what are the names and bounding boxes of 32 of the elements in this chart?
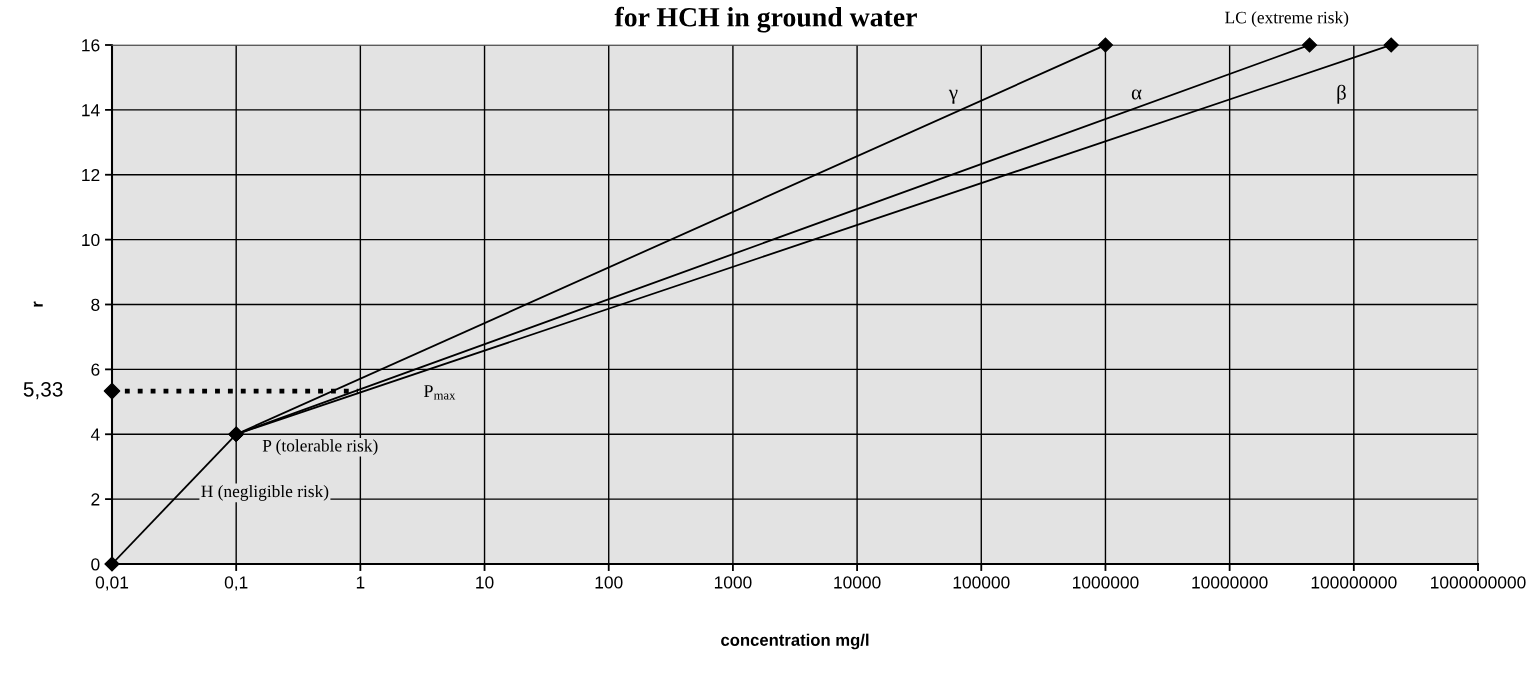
chart-title: for HCH in ground water <box>614 6 917 33</box>
x-tick-label: 100 <box>595 576 623 589</box>
x-tick-label: 10 <box>476 576 494 589</box>
x-tick-label: 1000000000 <box>1431 576 1526 589</box>
annotation: α <box>1131 89 1142 100</box>
annotation: β <box>1337 84 1346 104</box>
text: LC (extreme risk) <box>1225 11 1349 27</box>
x-tick-label: 1000000 <box>1072 576 1139 589</box>
x-tick-label: 10000 <box>834 576 881 589</box>
x-tick-label: 100000 <box>953 576 1010 589</box>
y-tick-label: 14 <box>82 104 100 117</box>
x-tick-label: 100000000 <box>1311 576 1397 589</box>
y-tick-label: 4 <box>90 428 100 441</box>
annotation: γ <box>948 89 958 104</box>
annotation: P$_{max}$ <box>423 385 456 400</box>
x-axis-title: concentration mg/l <box>721 633 869 650</box>
ref-line-label: 5,33 <box>23 381 63 400</box>
x-tick-label: 1 <box>356 576 365 589</box>
y-tick-label: 10 <box>82 233 100 247</box>
x-tick-label: 0,1 <box>224 576 248 591</box>
y-tick-label: 12 <box>82 168 100 182</box>
y-tick-label: 0 <box>91 558 100 571</box>
y-tick-label: 8 <box>91 298 100 311</box>
y-tick-label: 16 <box>82 39 100 52</box>
y-tick-label: 2 <box>91 493 100 506</box>
annotation: H (negligible risk) <box>201 485 329 501</box>
x-tick-label: 0,01 <box>95 576 129 591</box>
x-tick-label: 10000000 <box>1192 576 1268 589</box>
x-tick-label: 1000 <box>714 576 752 589</box>
annotation: P (tolerable risk) <box>262 439 378 456</box>
y-axis-title: r <box>33 301 43 307</box>
y-tick-label: 6 <box>91 363 100 376</box>
